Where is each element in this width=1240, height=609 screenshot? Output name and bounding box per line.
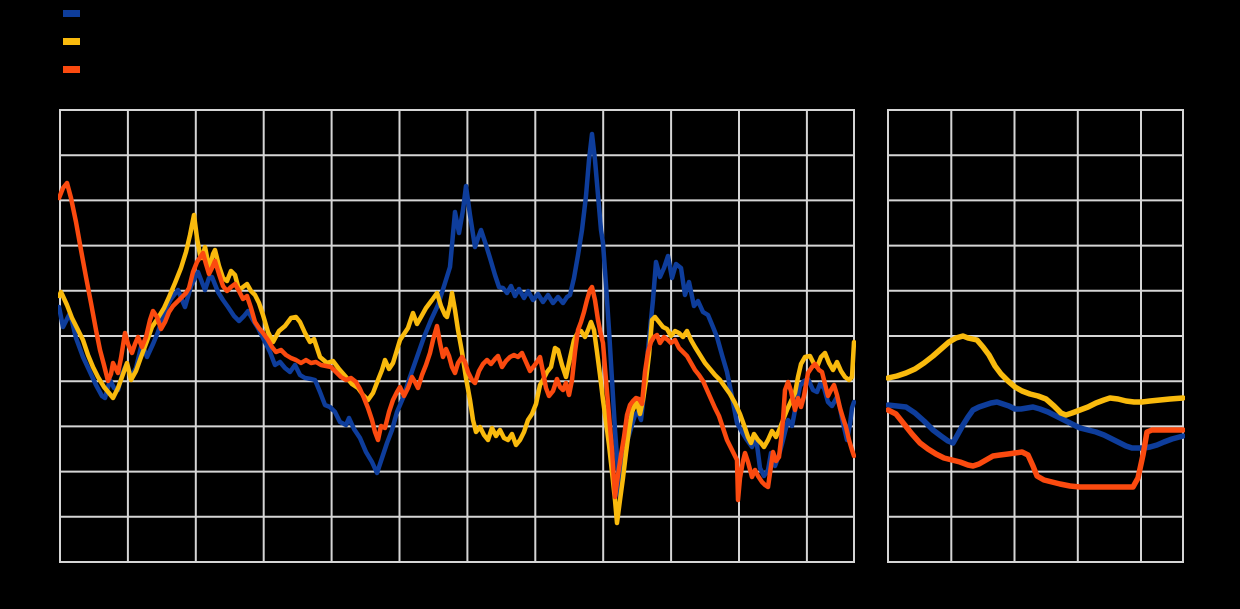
- legend-swatch-yellow-icon: [63, 38, 80, 45]
- legend-swatch-orange-icon: [63, 66, 80, 73]
- legend-swatch-blue-icon: [63, 10, 80, 17]
